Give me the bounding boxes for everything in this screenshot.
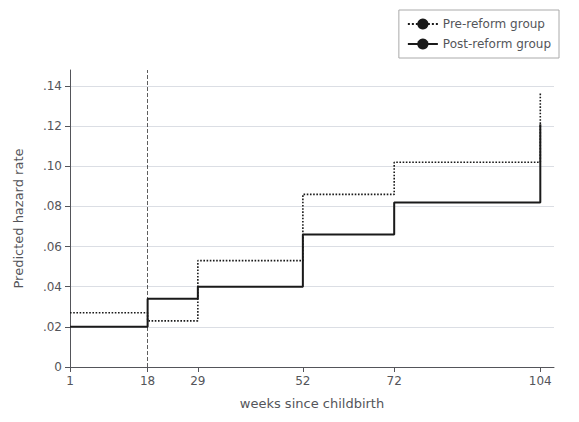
svg-text:.02: .02 — [43, 320, 62, 334]
svg-text:0: 0 — [54, 360, 62, 374]
svg-text:1: 1 — [66, 374, 74, 388]
svg-text:Predicted hazard rate: Predicted hazard rate — [11, 148, 26, 288]
svg-text:.12: .12 — [43, 119, 62, 133]
svg-text:.10: .10 — [43, 159, 62, 173]
svg-text:104: 104 — [529, 374, 552, 388]
svg-text:.14: .14 — [43, 79, 62, 93]
svg-text:Pre-reform group: Pre-reform group — [443, 17, 545, 31]
svg-text:Post-reform group: Post-reform group — [443, 37, 551, 51]
svg-text:29: 29 — [190, 374, 205, 388]
svg-text:weeks since childbirth: weeks since childbirth — [240, 396, 384, 411]
svg-text:.08: .08 — [43, 199, 62, 213]
svg-text:52: 52 — [295, 374, 310, 388]
svg-text:18: 18 — [140, 374, 155, 388]
svg-text:72: 72 — [387, 374, 402, 388]
svg-text:.06: .06 — [43, 240, 62, 254]
svg-text:.04: .04 — [43, 280, 62, 294]
